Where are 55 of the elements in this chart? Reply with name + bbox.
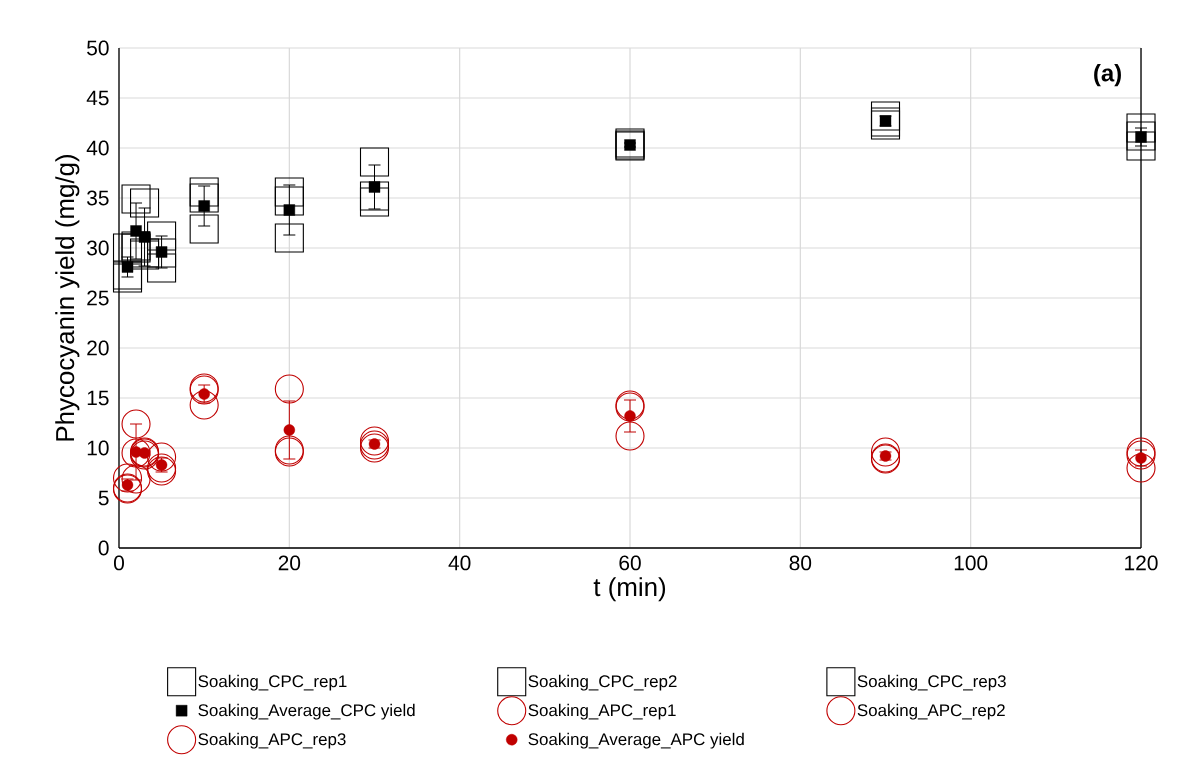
point: [147, 442, 177, 472]
legend-label: Soaking_CPC_rep2: [528, 674, 677, 691]
x-tick-label: 80: [789, 555, 812, 571]
point: [121, 184, 151, 214]
point: [274, 223, 304, 253]
point: [198, 200, 210, 212]
y-tick-label: 20: [87, 340, 109, 356]
point: [359, 147, 390, 177]
point: [274, 177, 304, 207]
point: [870, 101, 901, 131]
point: [121, 464, 151, 494]
x-tick-label: 120: [1125, 555, 1158, 571]
x-tick-label: 20: [278, 555, 301, 571]
y-axis-title: Phycocyanin yield (mg/g): [55, 154, 80, 441]
point: [189, 214, 219, 244]
y-tick-label: 50: [87, 40, 109, 56]
legend-label: Soaking_APC_rep2: [857, 703, 1005, 720]
y-tick-label: 35: [87, 190, 109, 206]
point: [1126, 121, 1156, 151]
point: [624, 410, 636, 422]
point: [870, 437, 901, 467]
legend-label: Soaking_Average_CPC yield: [198, 703, 415, 720]
y-tick-label: 30: [87, 240, 109, 256]
point: [615, 421, 645, 451]
point: [274, 374, 304, 404]
y-tick-label: 25: [87, 290, 109, 306]
point: [1126, 131, 1156, 161]
point: [1126, 453, 1156, 483]
point: [283, 204, 296, 216]
x-tick-label: 60: [619, 555, 641, 571]
x-axis-title: t (min): [593, 577, 666, 602]
x-tick-label: 0: [113, 555, 124, 571]
point: [283, 424, 296, 436]
point: [189, 390, 219, 420]
point: [368, 181, 381, 193]
legend-label: Soaking_APC_rep1: [528, 703, 676, 720]
point: [1126, 113, 1156, 143]
point: [121, 409, 151, 439]
y-tick-label: 0: [98, 540, 109, 556]
y-tick-label: 45: [86, 90, 109, 106]
y-tick-label: 10: [87, 440, 109, 456]
y-tick-label: 15: [87, 390, 109, 406]
point: [1135, 131, 1147, 143]
x-tick-label: 40: [448, 555, 471, 571]
point: [121, 261, 134, 273]
legend-label: Soaking_CPC_rep1: [198, 674, 347, 691]
x-tick-label: 100: [954, 555, 988, 571]
legend-label: Soaking_Average_APC yield: [528, 732, 744, 749]
legend-label: Soaking_APC_rep3: [198, 732, 346, 749]
y-tick-label: 5: [98, 490, 109, 506]
y-tick-label: 40: [86, 140, 109, 156]
legend-label: Soaking_CPC_rep3: [857, 674, 1006, 691]
point: [130, 188, 160, 218]
point: [112, 463, 143, 493]
annotation: (a): [1094, 64, 1121, 87]
